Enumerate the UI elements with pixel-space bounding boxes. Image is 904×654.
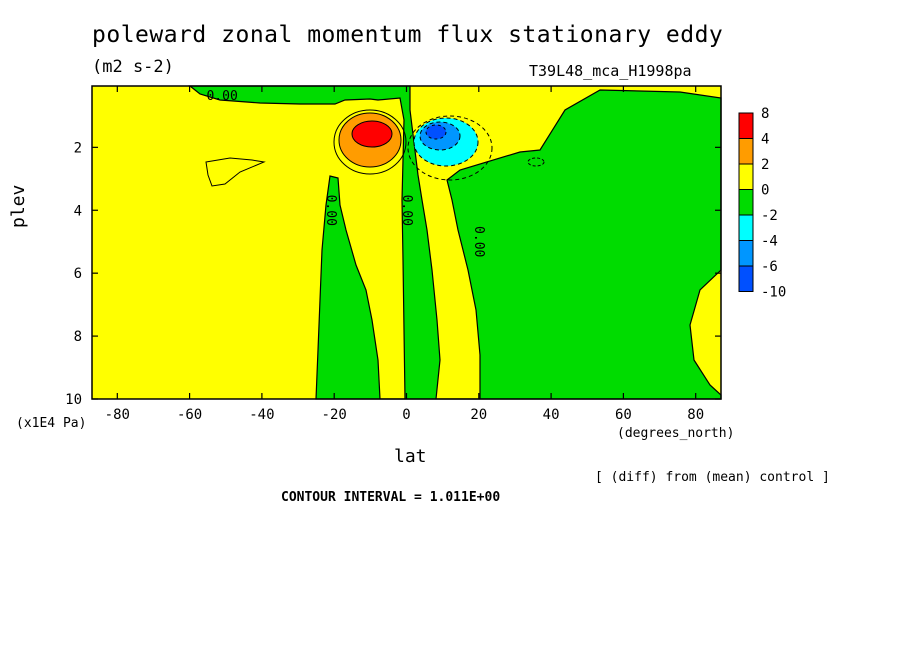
colorbar-label: -2 (761, 208, 778, 224)
x-tick-label: 80 (687, 407, 704, 423)
chart-units: (m2 s-2) (92, 57, 174, 77)
diff-annotation: [ (diff) from (mean) control ] (595, 470, 830, 485)
x-axis-label: lat (394, 446, 427, 467)
run-label: T39L48_mca_H1998pa (529, 62, 692, 80)
x-tick-label: -40 (249, 407, 274, 423)
colorbar-label: -6 (761, 259, 778, 275)
colorbar-segment (738, 138, 754, 165)
colorbar-label: 4 (761, 132, 769, 148)
contour-label: 0.00 (471, 226, 486, 257)
region-positive-core (351, 120, 393, 148)
x-tick-label: -80 (105, 407, 130, 423)
colorbar-segment (738, 163, 754, 190)
colorbar-label: 8 (761, 106, 769, 122)
contour-label: 0.00 (206, 89, 237, 104)
y-tick-label: 6 (74, 266, 82, 282)
colorbar-segment (738, 265, 754, 292)
region-negative-core (425, 124, 447, 140)
colorbar-label: 0 (761, 183, 769, 199)
colorbar-segment (738, 214, 754, 241)
x-tick-label: -60 (177, 407, 202, 423)
colorbar-segment (738, 189, 754, 216)
chart-title: poleward zonal momentum flux stationary … (92, 22, 724, 48)
contour-sh-small (205, 157, 266, 187)
contour-labels: 0.00 0.00 0.00 0.00 (206, 89, 486, 257)
contour-negative-small (527, 157, 545, 167)
y-tick-label: 4 (74, 203, 82, 219)
contour-label: 0.00 (323, 195, 338, 226)
contour-positive-ring (333, 109, 407, 175)
colorbar-label: 2 (761, 157, 769, 173)
colorbar-segment (738, 240, 754, 267)
x-tick-label: 60 (615, 407, 632, 423)
y-tick-label: 8 (74, 329, 82, 345)
x-axis-ticks: -80 -60 -40 -20 0 20 40 60 80 (105, 86, 704, 423)
y-tick-label: 10 (65, 392, 82, 408)
colorbar-label: -4 (761, 234, 778, 250)
x-tick-label: -20 (322, 407, 347, 423)
y-tick-label: 2 (74, 140, 82, 156)
contour-negative-ring (407, 115, 493, 181)
colorbar-segment (738, 112, 754, 139)
colorbar-label: -10 (761, 285, 786, 301)
y-axis-ticks: 2 4 6 8 10 (65, 140, 721, 408)
x-tick-label: 0 (402, 407, 410, 423)
x-tick-label: 20 (470, 407, 487, 423)
contour-label: 0.00 (399, 195, 414, 226)
x-axis-units: (degrees_north) (617, 426, 735, 441)
y-axis-units: (x1E4 Pa) (16, 416, 87, 431)
x-tick-label: 40 (543, 407, 560, 423)
colorbar: 8 4 2 0 -2 -4 -6 -10 (738, 106, 786, 301)
contour-interval: CONTOUR INTERVAL = 1.011E+00 (281, 490, 501, 505)
